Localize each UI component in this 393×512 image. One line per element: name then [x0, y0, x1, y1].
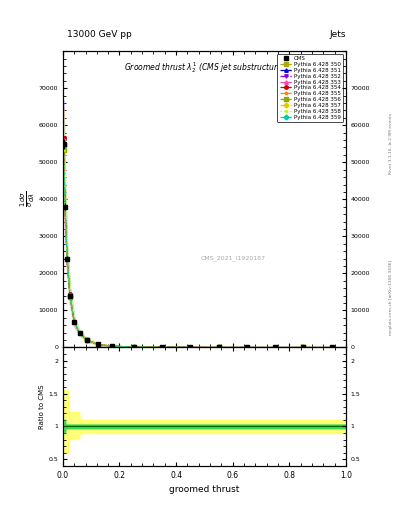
Text: Groomed thrust $\lambda_2^1$ (CMS jet substructure): Groomed thrust $\lambda_2^1$ (CMS jet su… — [124, 60, 285, 75]
Text: Rivet 3.1.10, ≥ 2.9M events: Rivet 3.1.10, ≥ 2.9M events — [389, 113, 393, 174]
Text: Jets: Jets — [329, 30, 346, 39]
Text: 13000 GeV pp: 13000 GeV pp — [67, 30, 132, 39]
Y-axis label: Ratio to CMS: Ratio to CMS — [39, 385, 46, 429]
X-axis label: groomed thrust: groomed thrust — [169, 485, 240, 495]
Legend: CMS, Pythia 6.428 350, Pythia 6.428 351, Pythia 6.428 352, Pythia 6.428 353, Pyt: CMS, Pythia 6.428 350, Pythia 6.428 351,… — [277, 54, 343, 122]
Text: CMS_2021_I1920187: CMS_2021_I1920187 — [200, 255, 265, 262]
Y-axis label: $\frac{1}{\sigma}\frac{d\sigma}{d\lambda}$: $\frac{1}{\sigma}\frac{d\sigma}{d\lambda… — [19, 191, 37, 207]
Text: mcplots.cern.ch [arXiv:1306.3436]: mcplots.cern.ch [arXiv:1306.3436] — [389, 260, 393, 334]
